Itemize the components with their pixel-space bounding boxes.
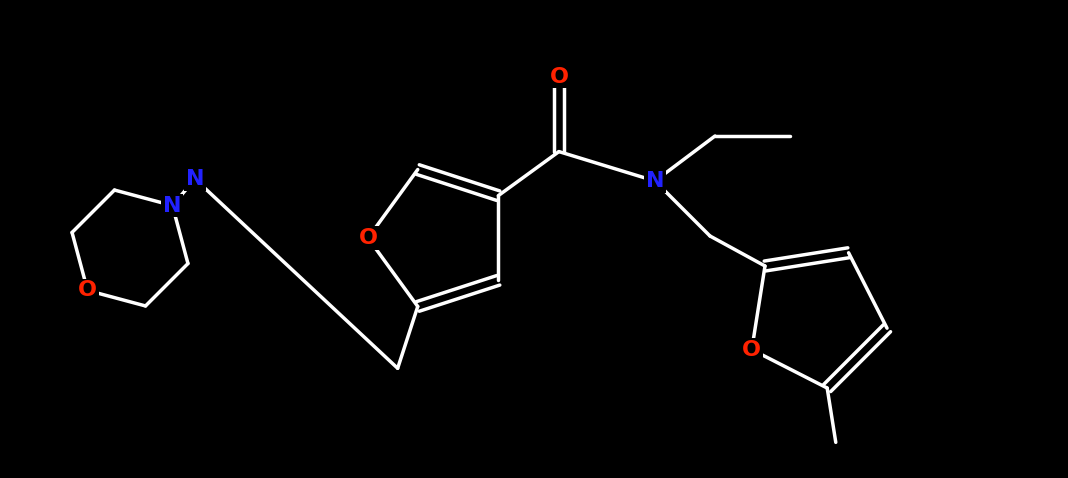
Text: O: O bbox=[78, 281, 97, 301]
Text: N: N bbox=[186, 169, 204, 189]
Text: O: O bbox=[742, 339, 761, 359]
Text: O: O bbox=[549, 66, 568, 87]
Text: O: O bbox=[359, 228, 377, 248]
Text: N: N bbox=[163, 196, 182, 216]
Text: N: N bbox=[646, 171, 664, 191]
